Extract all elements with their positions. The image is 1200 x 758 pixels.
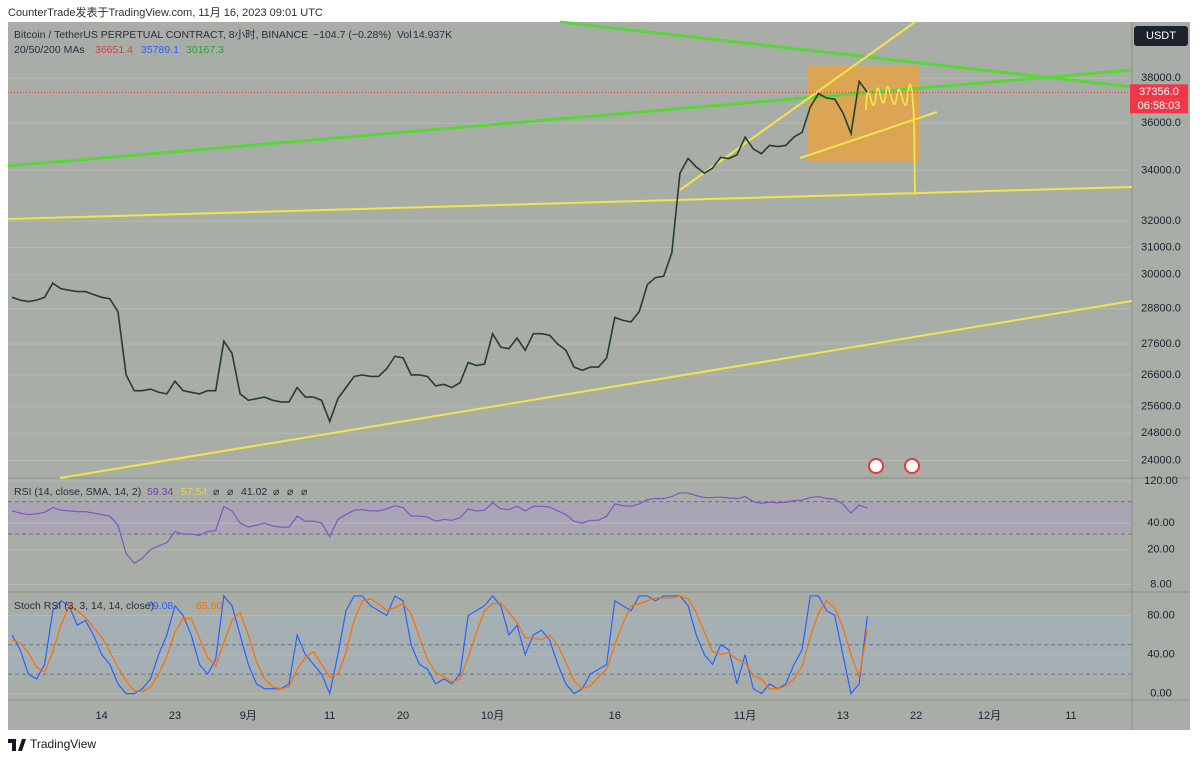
y-tick-label: 24000.0 bbox=[1141, 454, 1181, 466]
data-layer: 14 23 9月 11 20 10月 16 11月 13 22 12月 11 24000.0 24800.… bbox=[8, 72, 1188, 722]
ma-value: 35789.1 bbox=[141, 44, 179, 56]
trendline bbox=[559, 20, 1133, 89]
indicator-value: 41.02 bbox=[241, 486, 267, 498]
y-tick-label: 8.00 bbox=[1150, 579, 1171, 591]
currency-label[interactable]: USDT bbox=[1146, 30, 1176, 42]
indicator-value: 59.34 bbox=[147, 486, 173, 498]
y-tick-label: 40.00 bbox=[1147, 517, 1175, 529]
indicator-value: ⌀ bbox=[213, 486, 219, 498]
x-tick-label: 11 bbox=[1065, 710, 1076, 722]
x-tick-label: 10月 bbox=[481, 710, 504, 722]
x-tick-label: 16 bbox=[609, 710, 621, 722]
last-price-label: 37356.0 bbox=[1139, 86, 1179, 98]
y-tick-label: 28800.0 bbox=[1141, 303, 1181, 315]
indicator-value: ⌀ bbox=[227, 486, 233, 498]
indicator-title: Stoch RSI (3, 3, 14, 14, close) bbox=[14, 600, 154, 612]
price-change: −104.7 (−0.28%) bbox=[313, 29, 391, 41]
series-line bbox=[11, 79, 868, 424]
trendline bbox=[679, 21, 916, 191]
y-tick-label: 0.00 bbox=[1150, 688, 1171, 700]
x-tick-label: 22 bbox=[910, 710, 922, 722]
volume-value: 14.937K bbox=[413, 29, 452, 41]
brand-logo bbox=[8, 739, 26, 751]
y-tick-label: 24800.0 bbox=[1141, 427, 1181, 439]
y-tick-label: 38000.0 bbox=[1141, 72, 1181, 84]
y-tick-label: 120.00 bbox=[1144, 475, 1178, 487]
last-price-box bbox=[1130, 84, 1188, 100]
y-tick-label: 30000.0 bbox=[1141, 269, 1181, 281]
volume-label: Vol bbox=[397, 29, 412, 41]
x-tick-label: 13 bbox=[837, 710, 849, 722]
series-line bbox=[11, 492, 868, 565]
indicator-title: RSI (14, close, SMA, 14, 2) bbox=[14, 486, 141, 498]
event-flag[interactable] bbox=[868, 458, 884, 474]
x-tick-label: 11 bbox=[324, 710, 335, 722]
x-tick-label: 9月 bbox=[240, 710, 257, 722]
drawing-rectangle bbox=[808, 65, 920, 162]
trendline bbox=[7, 186, 1133, 220]
y-tick-label: 20.00 bbox=[1147, 544, 1175, 556]
indicator-value: 57.54 bbox=[181, 486, 207, 498]
indicator-title: 20/50/200 MAs bbox=[14, 44, 85, 56]
y-tick-label: 31000.0 bbox=[1141, 241, 1181, 253]
indicator-value: ⌀ bbox=[273, 486, 279, 498]
trendline bbox=[7, 68, 1133, 168]
indicator-value: 65.60 bbox=[196, 600, 222, 612]
x-tick-label: 11月 bbox=[734, 710, 756, 722]
currency-button[interactable] bbox=[1134, 26, 1188, 46]
y-tick-label: 34000.0 bbox=[1141, 165, 1181, 177]
countdown-label: 06:58:03 bbox=[1138, 100, 1181, 112]
event-flag[interactable] bbox=[904, 458, 920, 474]
ma-value: 30167.3 bbox=[186, 44, 224, 56]
x-tick-label: 23 bbox=[169, 710, 181, 722]
x-tick-label: 14 bbox=[96, 710, 108, 722]
y-tick-label: 80.00 bbox=[1147, 609, 1175, 621]
indicator-value: 79.08 bbox=[147, 600, 173, 612]
trendline bbox=[59, 300, 1133, 479]
countdown-box bbox=[1130, 99, 1188, 114]
y-tick-label: 26600.0 bbox=[1141, 369, 1181, 381]
x-tick-label: 12月 bbox=[978, 710, 1001, 722]
indicator-value: ⌀ bbox=[287, 486, 293, 498]
brand-name: TradingView bbox=[30, 737, 96, 751]
post-header: CounterTrade发表于TradingView.com, 11月 16, … bbox=[8, 5, 323, 19]
series-line bbox=[11, 595, 868, 693]
y-tick-label: 36000.0 bbox=[1141, 117, 1181, 129]
x-tick-label: 20 bbox=[397, 710, 409, 722]
y-tick-label: 40.00 bbox=[1147, 648, 1175, 660]
y-tick-label: 27600.0 bbox=[1141, 338, 1181, 350]
y-tick-label: 25600.0 bbox=[1141, 401, 1181, 413]
chart-background bbox=[8, 22, 1190, 730]
series-line bbox=[11, 594, 868, 696]
y-tick-label: 32000.0 bbox=[1141, 215, 1181, 227]
symbol-title: Bitcoin / TetherUS PERPETUAL CONTRACT, 8… bbox=[14, 29, 308, 41]
indicator-value: ⌀ bbox=[301, 486, 307, 498]
ma-value: 36651.4 bbox=[95, 44, 133, 56]
